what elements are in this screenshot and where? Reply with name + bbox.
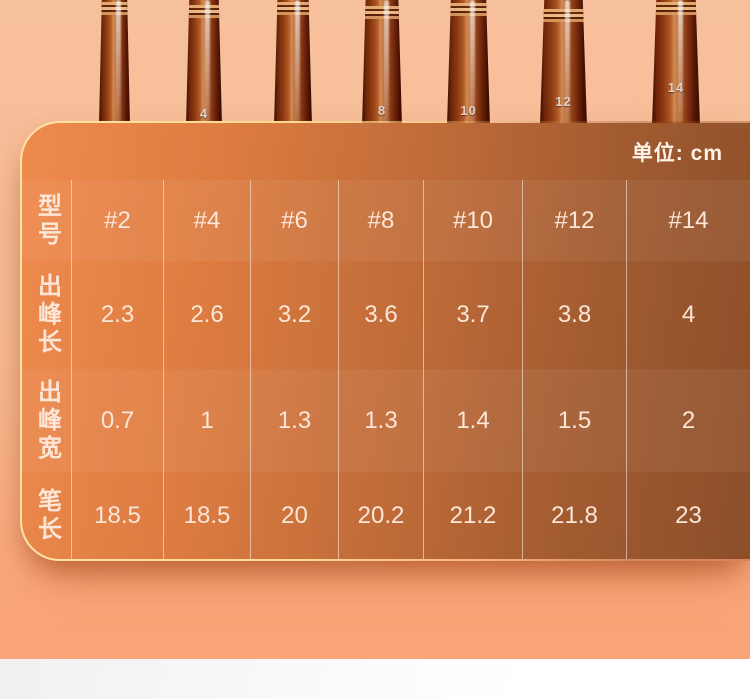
spec-value-cell: 3.8: [522, 261, 626, 369]
brush-handle-2: 4: [186, 0, 222, 126]
row-header-cell: 笔长: [33, 487, 61, 544]
spec-value-cell: 2.6: [163, 261, 250, 369]
brush-handle-6: 12: [540, 0, 587, 126]
spec-value-cell: 1.3: [338, 369, 423, 472]
column-header-cell: #10: [423, 180, 522, 261]
spec-value-cell: 21.2: [423, 472, 522, 559]
spec-value-cell: 21.8: [522, 472, 626, 559]
spec-value-cell: 3.7: [423, 261, 522, 369]
spec-value-cell: 18.5: [163, 472, 250, 559]
brush-handle-4: 8: [362, 0, 402, 126]
column-header-cell: #14: [626, 180, 750, 261]
spec-value-cell: 3.6: [338, 261, 423, 369]
spec-value-cell: 4: [626, 261, 750, 369]
brush-size-number: 14: [667, 80, 685, 95]
brush-size-number: 4: [199, 106, 209, 121]
column-header-cell: #8: [338, 180, 423, 261]
row-header-cell: 出峰宽: [22, 369, 71, 472]
brush-gloss-highlight: [115, 0, 121, 126]
column-header-cell: #2: [71, 180, 163, 261]
brush-ring-decoration: [100, 2, 129, 17]
brush-ring-decoration: [187, 5, 221, 20]
spec-value-cell: 20: [250, 472, 338, 559]
brush-size-number: 8: [377, 103, 387, 118]
brush-handle-7: 14: [652, 0, 700, 126]
brush-size-number: 12: [555, 94, 572, 109]
brush-ring-decoration: [541, 9, 586, 24]
brush-ring-decoration: [448, 3, 489, 18]
brush-gloss-highlight: [565, 0, 571, 126]
brush-handle-1: [99, 0, 130, 126]
column-header-cell: #12: [522, 180, 626, 261]
spec-value-cell: 1.4: [423, 369, 522, 472]
spec-table-card: 单位: cm 型号 #2 #4 #6 #8 #10 #12 #14 出峰长 2.3 2.6 3.2 3.…: [20, 121, 750, 561]
brush-size-number: 10: [460, 103, 477, 118]
brush-gloss-highlight: [470, 0, 476, 126]
column-header-cell: #4: [163, 180, 250, 261]
brush-gloss-highlight: [294, 0, 300, 126]
bottom-white-strip: [0, 659, 750, 699]
spec-value-cell: 3.2: [250, 261, 338, 369]
spec-value-cell: 18.5: [71, 472, 163, 559]
brush-gloss-highlight: [677, 0, 683, 126]
brush-handle-3: [274, 0, 312, 126]
spec-value-cell: 2: [626, 369, 750, 472]
spec-value-cell: 0.7: [71, 369, 163, 472]
column-header-cell: #6: [250, 180, 338, 261]
unit-label: 单位: cm: [631, 141, 723, 165]
spec-table: 单位: cm 型号 #2 #4 #6 #8 #10 #12 #14 出峰长 2.3 2.6 3.2 3.…: [22, 123, 750, 559]
spec-value-cell: 23: [626, 472, 750, 559]
brush-ring-decoration: [275, 2, 311, 17]
spec-value-cell: 20.2: [338, 472, 423, 559]
row-header-cell: 出峰长: [33, 273, 61, 357]
spec-value-cell: 2.3: [71, 261, 163, 369]
brush-handle-5: 10: [447, 0, 490, 126]
row-header-cell: 型号: [22, 180, 71, 261]
spec-value-cell: 1.5: [522, 369, 626, 472]
brush-ring-decoration: [653, 2, 699, 17]
brush-gloss-highlight: [383, 0, 389, 126]
spec-value-cell: 1.3: [250, 369, 338, 472]
brush-gloss-highlight: [205, 0, 211, 126]
unit-row: 单位: cm: [22, 123, 750, 180]
spec-grid: 型号 #2 #4 #6 #8 #10 #12 #14 出峰长 2.3 2.6 3.2 3.6 3.7 3.8…: [22, 180, 750, 559]
brush-ring-decoration: [363, 6, 401, 21]
spec-value-cell: 1: [163, 369, 250, 472]
